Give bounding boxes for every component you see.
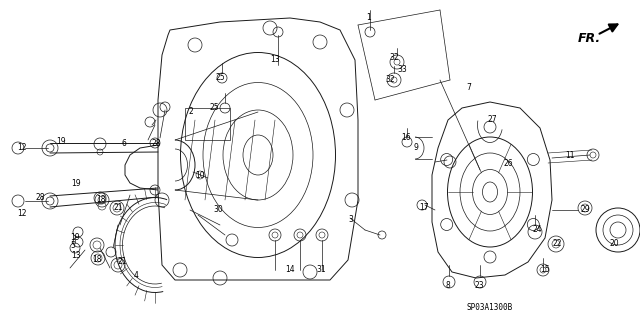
Text: 18: 18 — [92, 256, 102, 264]
Text: SP03A1300B: SP03A1300B — [467, 303, 513, 313]
Text: 19: 19 — [56, 137, 66, 146]
Text: 24: 24 — [532, 226, 542, 234]
Text: 21: 21 — [113, 204, 123, 212]
Text: 14: 14 — [285, 265, 295, 275]
Text: 28: 28 — [151, 138, 161, 147]
Text: 5: 5 — [70, 241, 76, 249]
Text: FR.: FR. — [577, 32, 600, 44]
Text: 26: 26 — [503, 159, 513, 167]
Text: 3: 3 — [349, 216, 353, 225]
Text: 15: 15 — [540, 265, 550, 275]
Text: 22: 22 — [552, 239, 562, 248]
Text: 13: 13 — [270, 56, 280, 64]
Text: 4: 4 — [134, 271, 138, 279]
Text: 16: 16 — [401, 133, 411, 143]
Text: 19: 19 — [70, 234, 80, 242]
Text: 25: 25 — [215, 73, 225, 83]
Text: 8: 8 — [445, 280, 451, 290]
Text: 1: 1 — [367, 13, 371, 23]
Text: 23: 23 — [474, 280, 484, 290]
Text: 19: 19 — [71, 179, 81, 188]
Text: 32: 32 — [385, 76, 395, 85]
Text: 28: 28 — [35, 192, 45, 202]
Text: 30: 30 — [213, 205, 223, 214]
Text: 27: 27 — [487, 115, 497, 124]
Text: 33: 33 — [397, 65, 407, 75]
Text: 7: 7 — [467, 84, 472, 93]
Text: 31: 31 — [316, 265, 326, 275]
Text: 25: 25 — [209, 103, 219, 113]
Text: 9: 9 — [413, 144, 419, 152]
Text: 17: 17 — [419, 203, 429, 211]
Text: 10: 10 — [195, 170, 205, 180]
Text: 12: 12 — [17, 144, 27, 152]
Text: 20: 20 — [609, 239, 619, 248]
Text: 21: 21 — [117, 257, 127, 266]
Text: 11: 11 — [565, 151, 575, 160]
Text: 29: 29 — [580, 205, 590, 214]
Text: 6: 6 — [122, 138, 127, 147]
Text: 18: 18 — [96, 196, 106, 204]
Text: 2: 2 — [189, 108, 193, 116]
Text: 13: 13 — [71, 250, 81, 259]
Text: 32: 32 — [389, 54, 399, 63]
Text: 12: 12 — [17, 209, 27, 218]
